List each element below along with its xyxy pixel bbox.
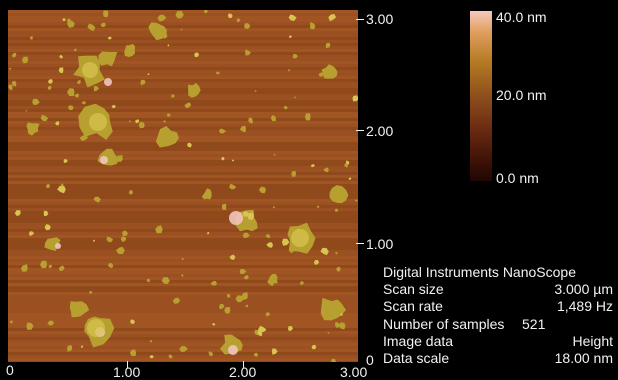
x-tick-label-2: 2.00 [229, 364, 257, 380]
x-tick-mark-1 [127, 361, 128, 368]
y-tick-label-2: 2.00 [366, 123, 394, 139]
info-value: 1,489 Hz [556, 298, 613, 315]
afm-height-image [8, 10, 358, 362]
info-value: 3.000 µm [554, 281, 613, 298]
instrument-name: Digital Instruments NanoScope [383, 264, 576, 280]
info-row-scan-rate: Scan rate 1,489 Hz [383, 298, 615, 315]
x-tick-label-3: 3.00 [340, 364, 368, 380]
info-value: 18.00 nm [554, 349, 613, 366]
y-tick-mark-3 [356, 19, 364, 20]
scan-info-panel: Digital Instruments NanoScope Scan size … [383, 264, 615, 367]
colorbar-max-label: 40.0 nm [496, 9, 547, 25]
height-colorbar [470, 11, 492, 181]
info-row-scan-size: Scan size 3.000 µm [383, 281, 615, 298]
y-tick-mark-2 [356, 130, 364, 131]
y-tick-label-1: 1.00 [366, 236, 394, 252]
info-key: Scan size [383, 281, 444, 298]
info-value: 521 [522, 315, 546, 332]
info-row-samples: Number of samples 521 [383, 316, 615, 333]
info-value: Height [572, 332, 613, 349]
x-tick-label-1: 1.00 [113, 364, 141, 380]
info-row-data-scale: Data scale 18.00 nm [383, 350, 615, 367]
y-tick-label-3: 3.00 [366, 11, 394, 27]
y-tick-label-0: 0 [366, 352, 374, 368]
info-key: Number of samples [383, 315, 505, 332]
info-key: Data scale [383, 349, 450, 366]
info-row-image-data: Image data Height [383, 333, 615, 350]
info-key: Scan rate [383, 298, 443, 315]
y-tick-mark-1 [356, 243, 364, 244]
x-tick-label-0: 0 [6, 362, 14, 378]
x-tick-mark-2 [243, 361, 244, 368]
colorbar-min-label: 0.0 nm [496, 170, 539, 186]
colorbar-mid-label: 20.0 nm [496, 87, 547, 103]
info-key: Image data [383, 332, 454, 349]
